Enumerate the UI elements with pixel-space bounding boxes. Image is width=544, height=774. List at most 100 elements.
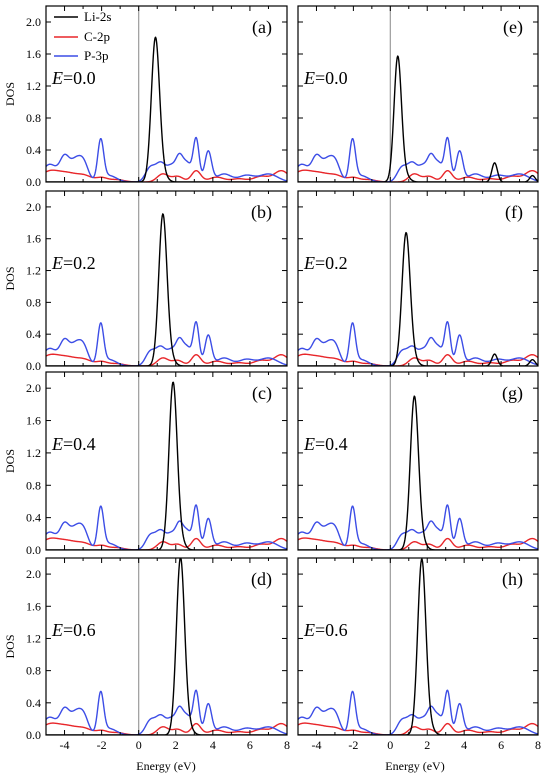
field-annotation: E=0.0 [51, 68, 96, 88]
field-annotation: E=0.2 [303, 253, 348, 273]
series-c-2p [298, 722, 538, 735]
y-axis-label: DOS [3, 82, 17, 106]
panel-b: 0.0 0.4 0.8 1.2 1.6 2.0 DOS (b) E=0.2 [3, 190, 288, 373]
y-tick-label: 0.0 [26, 543, 41, 557]
x-tick-label: -4 [311, 738, 321, 752]
x-tick-label: 6 [498, 738, 504, 752]
y-tick-label: 0.8 [26, 478, 41, 492]
panel-h: -4 -2 0 2 4 6 8 (h) E=0.6 [297, 557, 541, 752]
series-p-3p [46, 136, 287, 182]
x-tick-label: 8 [535, 738, 541, 752]
x-tick-label: -4 [60, 738, 70, 752]
x-tick-label: 4 [210, 738, 216, 752]
series-li-2s [298, 231, 538, 366]
y-tick-label: 0.4 [26, 696, 41, 710]
series-c-2p [46, 353, 287, 366]
plot-frame [297, 371, 539, 551]
series-c-2p [298, 169, 538, 182]
y-tick-label: 1.2 [26, 631, 41, 645]
field-annotation: E=0.0 [303, 68, 348, 88]
panel-d: 0.0 0.4 0.8 1.2 1.6 2.0 DOS -4 -2 0 2 4 6 8 (d) E=0.6 [3, 557, 290, 752]
y-tick-label: 0.4 [26, 511, 41, 525]
legend-label-li-2s: Li-2s [84, 9, 111, 24]
y-tick-label: 1.2 [26, 79, 41, 93]
y-tick-label: 1.6 [26, 599, 41, 613]
x-tick-label: 2 [173, 738, 179, 752]
y-tick-label: 1.2 [26, 264, 41, 278]
panel-e: (e) E=0.0 [297, 5, 539, 183]
x-tick-label: 4 [461, 738, 467, 752]
y-tick-label: 0.8 [26, 664, 41, 678]
y-axis-label: DOS [3, 449, 17, 473]
field-annotation: E=0.6 [303, 620, 348, 640]
panel-label: (c) [252, 383, 272, 404]
panel-label: (g) [502, 383, 523, 404]
y-tick-label: 2.0 [26, 15, 41, 29]
legend-label-p-3p: P-3p [84, 48, 109, 63]
series-li-2s [46, 381, 287, 550]
x-tick-label: -2 [97, 738, 107, 752]
panel-label: (a) [252, 17, 272, 38]
panel-label: (f) [505, 202, 523, 223]
plot-frame [45, 190, 288, 367]
plot-frame [297, 5, 539, 183]
series-p-3p [298, 504, 538, 550]
panel-label: (h) [502, 569, 523, 590]
series-c-2p [46, 722, 287, 735]
x-tick-label: 0 [136, 738, 142, 752]
plot-frame [45, 371, 288, 551]
panels: 0.00.40.81.21.62.0DOS(a)E=0.0(e)E=0.00.0… [3, 5, 541, 752]
field-annotation: E=0.4 [303, 434, 348, 454]
y-tick-label: 1.6 [26, 232, 41, 246]
y-tick-label: 1.6 [26, 47, 41, 61]
x-axis-label-left: Energy (eV) [136, 759, 195, 773]
series-group [46, 36, 287, 182]
series-group [298, 231, 538, 366]
panel-g: (g) E=0.4 [297, 371, 539, 551]
y-tick-label: 0.8 [26, 111, 41, 125]
legend-label-c-2p: C-2p [84, 29, 110, 44]
y-tick-label: 0.4 [26, 327, 41, 341]
series-c-2p [298, 537, 538, 550]
panel-label: (e) [503, 17, 523, 38]
series-group [298, 558, 538, 735]
series-group [46, 381, 287, 550]
series-p-3p [298, 689, 538, 735]
y-tick-label: 0.4 [26, 143, 41, 157]
y-tick-label: 2.0 [26, 200, 41, 214]
legend: Li-2s C-2p P-3p [54, 9, 111, 63]
field-annotation: E=0.6 [51, 620, 96, 640]
y-tick-label: 0.8 [26, 295, 41, 309]
plot-frame [45, 557, 288, 736]
x-tick-label: 6 [247, 738, 253, 752]
series-c-2p [46, 537, 287, 550]
field-annotation: E=0.2 [51, 253, 96, 273]
panel-label: (d) [251, 569, 272, 590]
series-group [46, 213, 287, 366]
series-li-2s [298, 558, 538, 735]
series-group [298, 395, 538, 550]
panel-c: 0.0 0.4 0.8 1.2 1.6 2.0 DOS (c) E=0.4 [3, 371, 288, 557]
x-axis-label-right: Energy (eV) [385, 759, 444, 773]
x-tick-label: 8 [284, 738, 290, 752]
x-tick-label: 2 [424, 738, 430, 752]
panel-f: (f) E=0.2 [297, 190, 539, 367]
field-annotation: E=0.4 [51, 434, 96, 454]
x-tick-label: 0 [387, 738, 393, 752]
y-tick-label: 0.0 [26, 359, 41, 373]
series-p-3p [46, 689, 287, 735]
y-axis-label: DOS [3, 266, 17, 290]
series-p-3p [46, 321, 287, 366]
panel-label: (b) [251, 202, 272, 223]
y-axis-label: DOS [3, 634, 17, 658]
panel-a: 0.0 0.4 0.8 1.2 1.6 2.0 DOS (a) E=0.0 [3, 5, 288, 189]
y-tick-label: 0.0 [26, 175, 41, 189]
series-li-2s [298, 395, 538, 550]
series-li-2s [46, 213, 287, 366]
plot-frame [45, 5, 288, 183]
plot-frame [297, 557, 539, 736]
series-p-3p [46, 504, 287, 550]
y-tick-label: 2.0 [26, 381, 41, 395]
y-tick-label: 1.6 [26, 414, 41, 428]
